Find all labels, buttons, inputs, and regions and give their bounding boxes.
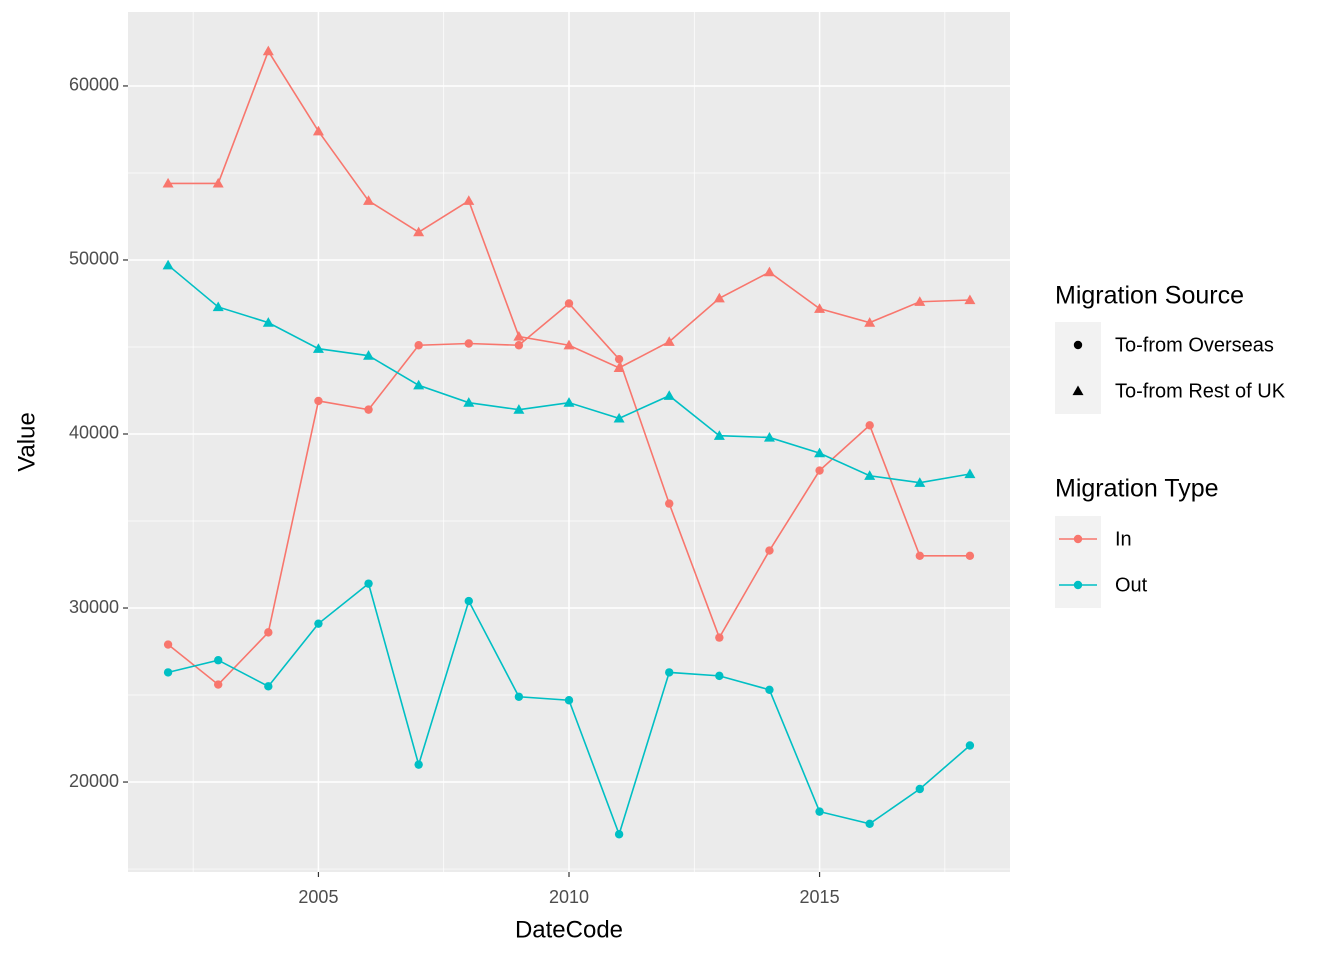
point <box>614 354 624 364</box>
point <box>514 692 524 701</box>
legend-title: Migration Source <box>1055 282 1244 310</box>
point <box>414 341 423 350</box>
point <box>564 299 574 308</box>
point <box>815 807 824 816</box>
point <box>312 343 324 353</box>
point <box>663 336 675 346</box>
point <box>162 177 174 188</box>
point <box>514 341 524 350</box>
point <box>914 296 926 306</box>
legend-label: To-from Rest of UK <box>1115 380 1286 402</box>
point <box>414 760 423 769</box>
legend-key <box>1073 340 1083 350</box>
point <box>614 830 624 839</box>
point <box>564 696 574 705</box>
y-tick-label: 30000 <box>69 597 119 617</box>
point <box>665 668 674 677</box>
point <box>864 470 876 480</box>
point <box>613 412 625 423</box>
point <box>214 680 223 689</box>
point <box>814 447 826 458</box>
point <box>364 579 373 588</box>
point <box>763 266 775 277</box>
point <box>463 195 475 205</box>
point <box>814 303 826 313</box>
legend-title: Migration Type <box>1055 475 1219 503</box>
x-axis-title: DateCode <box>515 916 623 943</box>
point <box>262 317 274 327</box>
point <box>162 259 174 270</box>
point <box>563 397 575 407</box>
point <box>713 430 725 440</box>
legend-key-bg <box>1055 516 1101 608</box>
point <box>914 477 926 487</box>
point <box>815 466 824 475</box>
point <box>312 125 324 136</box>
x-tick-label: 2005 <box>298 887 338 907</box>
point <box>765 685 774 695</box>
point <box>464 596 473 606</box>
point <box>865 421 874 430</box>
point <box>513 331 525 341</box>
point <box>563 339 575 350</box>
point <box>613 362 625 372</box>
point <box>965 741 975 750</box>
y-tick-label: 60000 <box>69 75 119 95</box>
legend: To-from Overseas To-from Rest of UK In Out <box>1055 322 1286 608</box>
point <box>964 468 976 479</box>
point <box>915 551 924 561</box>
point <box>413 226 425 237</box>
point <box>763 431 775 442</box>
point <box>964 294 976 305</box>
point <box>264 682 273 691</box>
legend-label: Out <box>1115 574 1148 596</box>
point <box>463 397 475 407</box>
y-tick-label: 20000 <box>69 771 119 791</box>
point <box>464 339 473 348</box>
point <box>915 784 924 794</box>
point <box>715 671 724 681</box>
y-axis-title: Value <box>13 412 40 472</box>
point <box>314 619 323 628</box>
marks <box>162 45 976 839</box>
point <box>865 819 874 828</box>
point <box>163 640 173 649</box>
x-tick-label: 2010 <box>549 887 589 907</box>
y-tick-label: 40000 <box>69 423 119 443</box>
point <box>363 195 375 205</box>
point <box>513 404 525 414</box>
point <box>214 656 223 665</box>
y-tick-label: 50000 <box>69 249 119 269</box>
point <box>364 405 373 414</box>
grid <box>128 12 1010 872</box>
point <box>715 633 724 642</box>
point <box>212 301 224 312</box>
point <box>363 350 375 360</box>
point <box>163 668 173 677</box>
legend-key <box>1073 580 1083 590</box>
point <box>212 177 224 188</box>
point <box>665 499 674 508</box>
legend-label: To-from Overseas <box>1115 334 1274 356</box>
point <box>713 292 725 303</box>
point <box>663 390 675 400</box>
legend-key-bg <box>1055 322 1101 414</box>
point <box>262 45 274 56</box>
legend-key <box>1072 385 1084 396</box>
legend-label: In <box>1115 528 1132 550</box>
point <box>264 628 273 637</box>
legend-key <box>1073 534 1083 544</box>
x-tick-label: 2015 <box>800 887 840 907</box>
point <box>413 379 425 390</box>
point <box>864 317 876 327</box>
point <box>314 396 323 406</box>
point <box>965 551 975 561</box>
point <box>765 546 774 555</box>
